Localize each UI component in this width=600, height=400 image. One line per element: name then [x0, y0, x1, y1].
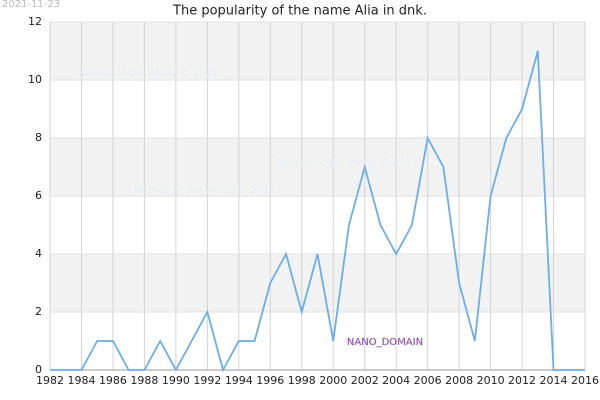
date-stamp: 2021-11-23 — [2, 0, 60, 10]
x-tick-label: 2008 — [445, 374, 473, 387]
x-tick-label: 2002 — [351, 374, 379, 387]
chart-title: The popularity of the name Alia in dnk. — [172, 4, 427, 19]
watermark: Names of the World © 2021 — [135, 185, 276, 196]
x-tick-label: 2012 — [508, 374, 536, 387]
y-tick-label: 2 — [35, 305, 42, 318]
grid-band — [50, 138, 585, 196]
line-series — [50, 50, 585, 373]
x-tick-label: 1986 — [99, 374, 127, 387]
x-tick-label: 1988 — [130, 374, 158, 387]
y-tick-label: 8 — [35, 131, 42, 144]
x-tick-label: 1990 — [162, 374, 190, 387]
y-tick-label: 12 — [28, 15, 42, 28]
x-tick-label: 2006 — [414, 374, 442, 387]
y-tick-label: 10 — [28, 73, 42, 86]
x-tick-label: 2016 — [571, 374, 599, 387]
y-tick-label: 0 — [35, 363, 42, 376]
y-tick-label: 4 — [35, 247, 42, 260]
x-tick-label: 1984 — [67, 374, 95, 387]
x-tick-label: 1998 — [288, 374, 316, 387]
watermark: Names of the World © 2021 — [278, 158, 419, 169]
domain-label: NANO_DOMAIN — [347, 337, 423, 348]
x-tick-label: 1992 — [193, 374, 221, 387]
x-tick-label: 2014 — [540, 374, 568, 387]
y-tick-label: 6 — [35, 189, 42, 202]
x-tick-label: 2004 — [382, 374, 410, 387]
grid-band — [50, 22, 585, 80]
x-tick-label: 1994 — [225, 374, 253, 387]
x-tick-label: 2010 — [477, 374, 505, 387]
watermark: Names of the World © 2021 — [78, 68, 219, 79]
x-tick-label: 2000 — [319, 374, 347, 387]
x-tick-label: 1996 — [256, 374, 284, 387]
grid-band — [50, 254, 585, 312]
x-tick-label: 1982 — [36, 374, 64, 387]
